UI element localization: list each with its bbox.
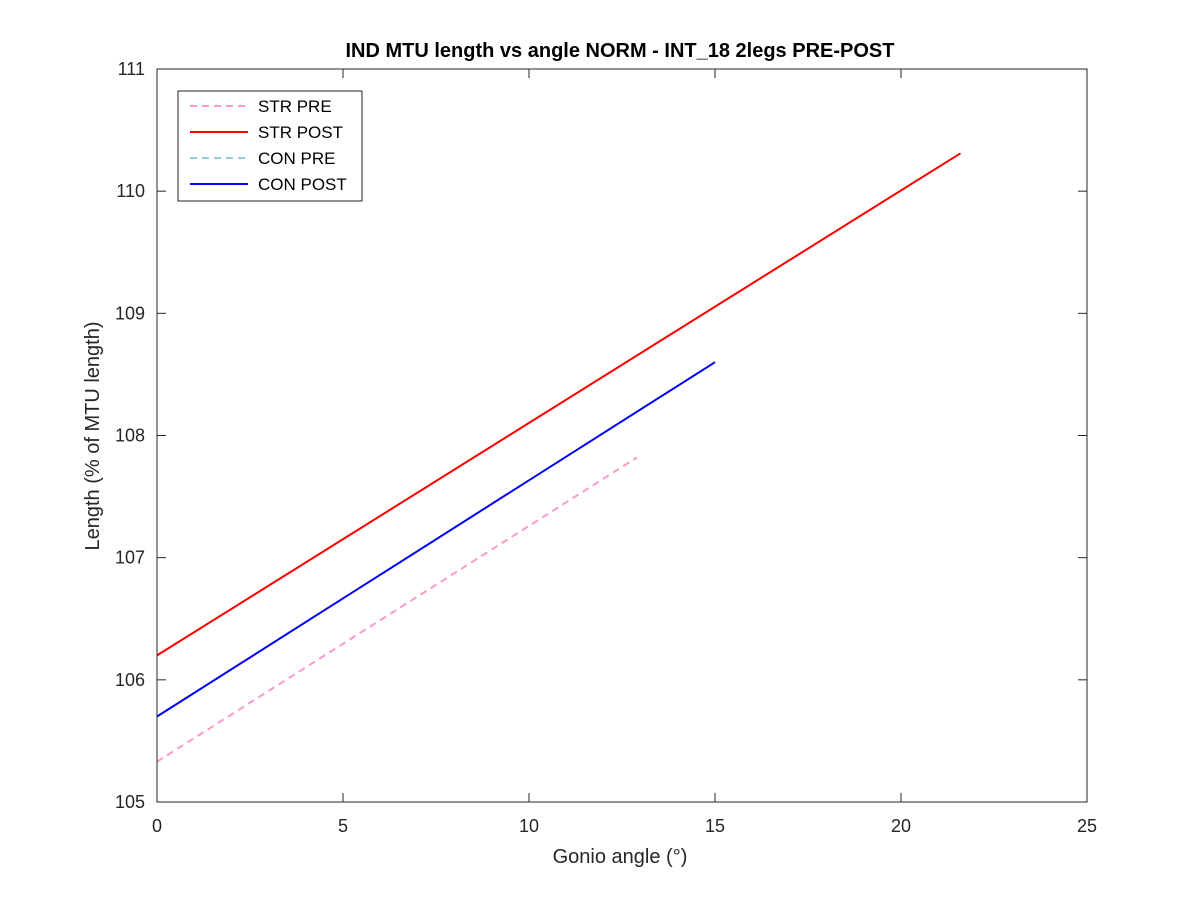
x-tick-label: 20 — [891, 816, 911, 836]
y-tick-label: 109 — [115, 303, 145, 323]
y-tick-label: 107 — [115, 548, 145, 568]
chart-title: IND MTU length vs angle NORM - INT_18 2l… — [346, 40, 895, 62]
series-line-4 — [156, 361, 716, 718]
y-tick-label: 106 — [115, 670, 145, 690]
x-tick-label: 0 — [152, 816, 162, 836]
x-axis-label: Gonio angle (°) — [553, 846, 688, 868]
legend-label: STR PRE — [258, 97, 332, 116]
legend-label: CON PRE — [258, 149, 335, 168]
legend: STR PRE STR POST CON PRE CON POST — [177, 90, 363, 202]
y-tick-label: 110 — [116, 181, 145, 201]
x-tick-label: 15 — [705, 816, 725, 836]
x-tick-label: 25 — [1077, 816, 1097, 836]
y-tick-label: 108 — [115, 426, 145, 446]
legend-box — [177, 90, 363, 202]
legend-label: STR POST — [258, 123, 343, 142]
series-layer — [156, 152, 962, 763]
x-tick-label: 5 — [338, 816, 348, 836]
y-axis-label: Length (% of MTU length) — [82, 322, 104, 551]
axes-layer: 0 5 10 15 20 25 105 106 107 108 109 110 111 — [115, 59, 1097, 836]
series-line-1 — [156, 456, 638, 763]
x-tick-label: 10 — [519, 816, 539, 836]
legend-label: CON POST — [258, 175, 347, 194]
y-tick-label: 105 — [115, 792, 145, 812]
y-tick-label: 111 — [118, 59, 145, 79]
series-line-2 — [156, 152, 962, 657]
